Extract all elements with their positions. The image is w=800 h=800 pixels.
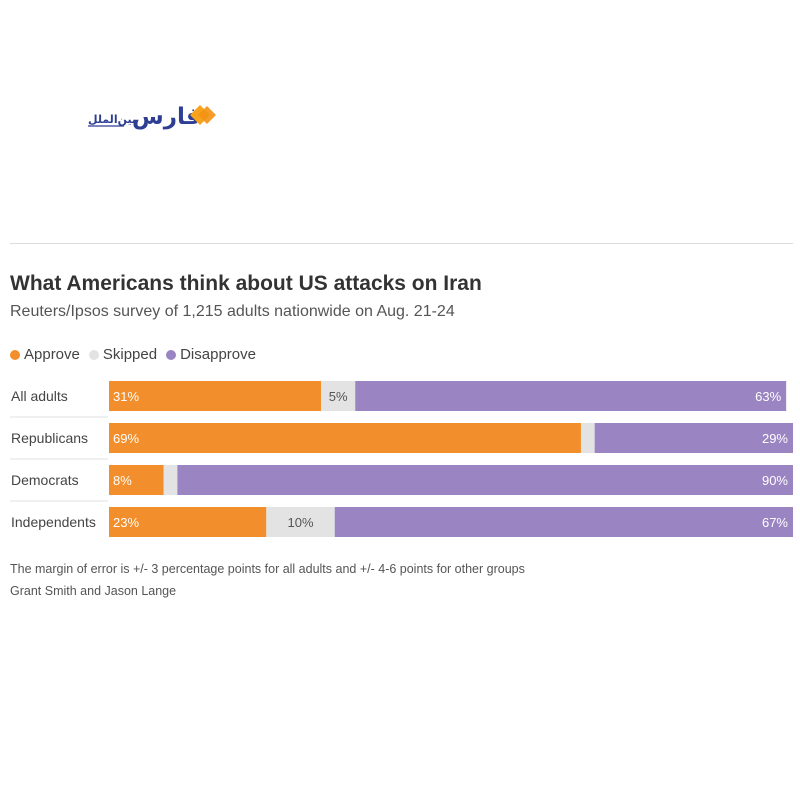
data-label-approve-all-adults: 31% [113,389,139,404]
bar-approve-all-adults [109,381,322,411]
data-label-disapprove-independents: 67% [762,515,788,530]
stacked-bar-chart: All adults 31% 5% 63% Republicans 69% 29% Democ… [10,381,793,537]
bar-approve-democrats [109,465,164,495]
legend: Approve Skipped Disapprove [10,346,256,363]
data-label-disapprove-democrats: 90% [762,473,788,488]
legend-label-skipped: Skipped [102,346,158,363]
category-label-all-adults: All adults [11,388,68,404]
data-label-approve-republicans: 69% [113,431,139,446]
data-label-approve-independents: 23% [113,515,139,530]
fars-logo: بین‌الملل فارس [86,98,221,132]
data-label-disapprove-republicans: 29% [762,431,788,446]
bar-approve-republicans [109,423,581,453]
logo-mark [190,105,216,125]
category-label-democrats: Democrats [11,472,79,488]
bar-skipped-all-adults [321,381,356,411]
legend-dot-disapprove [166,349,177,360]
credit: Grant Smith and Jason Lange [10,584,177,598]
bar-disapprove-democrats [177,465,793,495]
bar-approve-independents [109,507,267,537]
legend-item-skipped: Skipped [88,346,158,363]
divider [10,243,793,244]
bar-skipped-republicans [580,423,595,453]
legend-item-approve: Approve [10,346,80,363]
legend-dot-approve [10,349,20,360]
bar-disapprove-republicans [594,423,793,453]
category-label-independents: Independents [11,514,96,530]
data-label-approve-democrats: 8% [113,473,132,488]
logo-text: فارس [132,103,201,130]
chart-subtitle: Reuters/Ipsos survey of 1,215 adults nat… [10,303,455,320]
footnote: The margin of error is +/- 3 percentage … [10,562,525,576]
bar-disapprove-all-adults [355,381,787,411]
category-label-republicans: Republicans [11,430,88,446]
logo-subtext: بین‌الملل [88,114,136,126]
bar-disapprove-independents [334,507,793,537]
bar-skipped-democrats [163,465,178,495]
legend-dot-skipped [88,349,99,360]
legend-item-disapprove: Disapprove [166,346,256,363]
chart-title: What Americans think about US attacks on… [10,272,482,295]
legend-label-approve: Approve [24,346,80,363]
data-label-skipped-independents: 10% [288,515,314,530]
bar-skipped-independents [266,507,335,537]
data-label-disapprove-all-adults: 63% [755,389,781,404]
legend-label-disapprove: Disapprove [180,346,256,363]
data-label-skipped-all-adults: 5% [329,389,348,404]
